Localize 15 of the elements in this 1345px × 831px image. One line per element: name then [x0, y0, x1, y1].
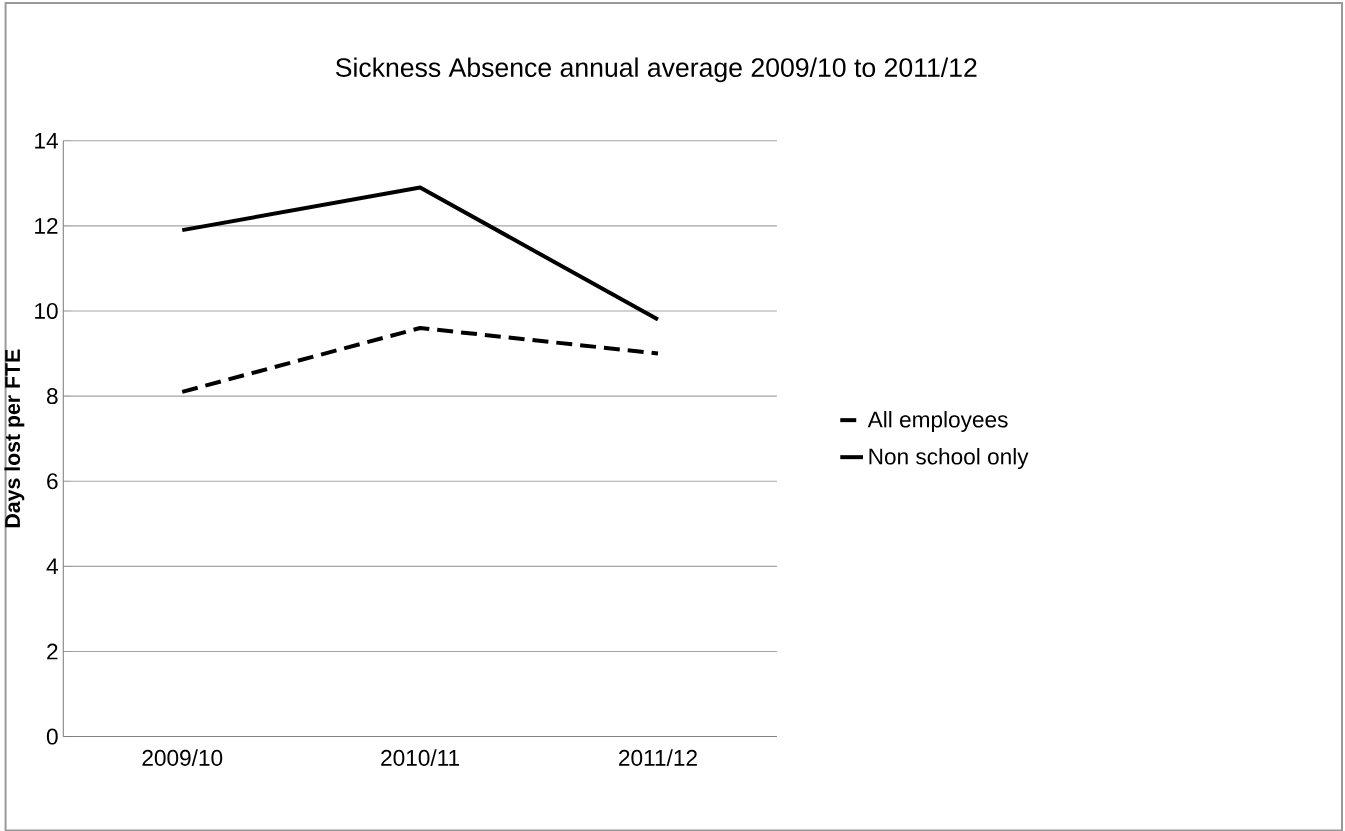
legend-label: All employees — [867, 410, 1008, 432]
x-tick-label: 2009/10 — [142, 749, 223, 766]
y-tick-label: 4 — [46, 558, 58, 574]
x-tick-label: 2010/11 — [381, 749, 460, 766]
y-tick-label: 0 — [46, 728, 58, 745]
y-tick-label: 14 — [35, 132, 58, 149]
y-axis-title: Days lost per FTE — [4, 349, 25, 527]
y-tick-label: 12 — [35, 217, 58, 234]
y-tick-label: 2 — [47, 643, 58, 660]
y-tick-label: 10 — [35, 302, 58, 319]
legend-label: Non school only — [869, 447, 1029, 469]
x-tick-label: 2011/12 — [619, 749, 697, 766]
chart-title: Sickness Absence annual average 2009/10 to 2011/12 — [335, 57, 977, 83]
y-tick-label: 8 — [46, 387, 58, 404]
y-tick-label: 6 — [47, 473, 58, 490]
